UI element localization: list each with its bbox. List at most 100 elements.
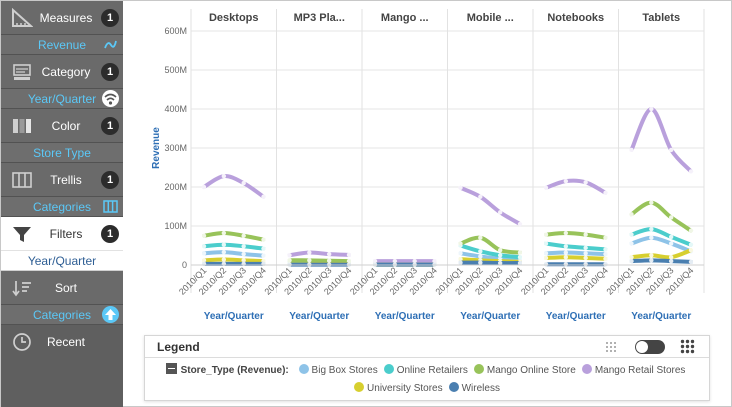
columns-icon[interactable] [102,198,119,215]
data-point [543,232,549,237]
collapse-icon[interactable] [165,363,177,374]
data-point [201,233,207,238]
color-columns-icon [13,119,31,133]
filters-count-badge: 1 [101,225,119,243]
y-axis-title: Revenue [151,127,162,169]
trellis-line-chart: 0 100M 200M 300M 400M 500M 600M Revenue Desktops… [123,1,732,331]
data-point [603,251,608,257]
series-line [544,178,608,195]
clock-icon [13,333,31,351]
data-point [517,260,523,266]
data-point [688,242,694,247]
category-value-text: Year/Quarter [27,92,97,106]
series-line [629,200,693,233]
trellis-count-badge: 1 [101,171,119,189]
color-shelf-header[interactable]: Color 1 [1,109,123,143]
filters-shelf-header[interactable]: Filters 1 [1,217,123,251]
data-point [603,247,608,252]
data-point [261,246,266,251]
data-point [497,210,503,215]
data-point [432,258,437,264]
legend-item[interactable]: Big Box Stores [298,362,378,380]
data-point [649,258,654,263]
x-axis-title: Year/Quarter [460,311,520,322]
data-point [261,194,266,199]
data-point [478,249,483,254]
data-point [326,258,332,263]
category-value[interactable]: Year/Quarter [1,89,123,109]
funnel-icon [13,227,31,242]
line-chart-icon[interactable] [102,36,119,53]
data-point [649,226,654,232]
panel-title: Notebooks [547,12,604,24]
data-point [603,190,608,196]
legend-item[interactable]: University Stores [354,380,443,398]
trellis-label: Trellis [50,173,82,187]
filters-value[interactable]: Year/Quarter [1,251,123,271]
data-point [583,255,588,261]
recent-shelf-header[interactable]: Recent [1,325,123,359]
wifi-sort-icon[interactable] [102,90,119,107]
legend-field-label: Store_Type (Revenue): [180,365,289,376]
data-point [668,147,674,153]
panel-title: Tablets [642,12,680,24]
legend-item[interactable]: Mango Retail Stores [581,362,685,380]
data-point [563,230,569,236]
category-shelf-header[interactable]: Category 1 [1,55,123,89]
series-line [544,255,608,261]
x-axis-title: Year/Quarter [204,311,264,322]
small-dots-icon[interactable] [605,341,617,353]
large-dots-icon[interactable] [680,339,695,354]
y-tick-label: 600M [164,26,187,36]
sort-label: Sort [54,281,77,295]
panel-title: Desktops [209,12,259,24]
data-point [287,258,292,263]
legend-item[interactable]: Mango Online Store [473,362,576,380]
data-point [241,258,246,263]
measures-shelf-header[interactable]: Measures 1 [1,1,123,35]
data-point [629,241,634,246]
toggle-knob [636,341,648,353]
legend-swatch [473,364,484,374]
legend-panel: Legend Store_Type (Rev [144,335,710,401]
data-point [478,194,483,199]
data-point [241,251,246,257]
y-tick-label: 300M [164,143,187,153]
data-point [326,251,332,257]
data-point [563,178,569,184]
data-point [346,252,352,258]
panel-title: MP3 Pla... [294,12,345,24]
measures-value[interactable]: Revenue [1,35,123,55]
trellis-value[interactable]: Categories [1,197,123,217]
color-value[interactable]: Store Type [1,143,123,163]
category-count-badge: 1 [101,63,119,81]
data-point [563,262,569,267]
data-point [201,251,207,256]
data-point [583,232,588,237]
legend-size-toggle[interactable] [635,340,665,354]
y-tick-label: 500M [164,65,187,75]
up-arrow-icon[interactable] [102,306,119,323]
legend-item[interactable]: Wireless [448,380,500,398]
trellis-shelf-header[interactable]: Trellis 1 [1,163,123,197]
y-tick-label: 100M [164,221,187,231]
data-point [221,242,227,247]
sort-value-text: Categories [32,308,92,322]
sort-value[interactable]: Categories [1,305,123,325]
series-line [544,231,608,240]
series-line [202,250,266,258]
data-point [668,258,674,264]
sort-shelf-header[interactable]: Sort [1,271,123,305]
series-line [202,242,266,251]
series-line [287,250,351,258]
legend-swatch [581,364,592,374]
color-value-text: Store Type [33,146,91,160]
data-point [668,255,674,260]
data-point [261,237,266,242]
trellis-columns-icon [12,172,32,188]
data-point [603,235,608,240]
legend-item[interactable]: Online Retailers [383,362,468,380]
data-point [603,262,608,267]
series-line [544,250,608,257]
